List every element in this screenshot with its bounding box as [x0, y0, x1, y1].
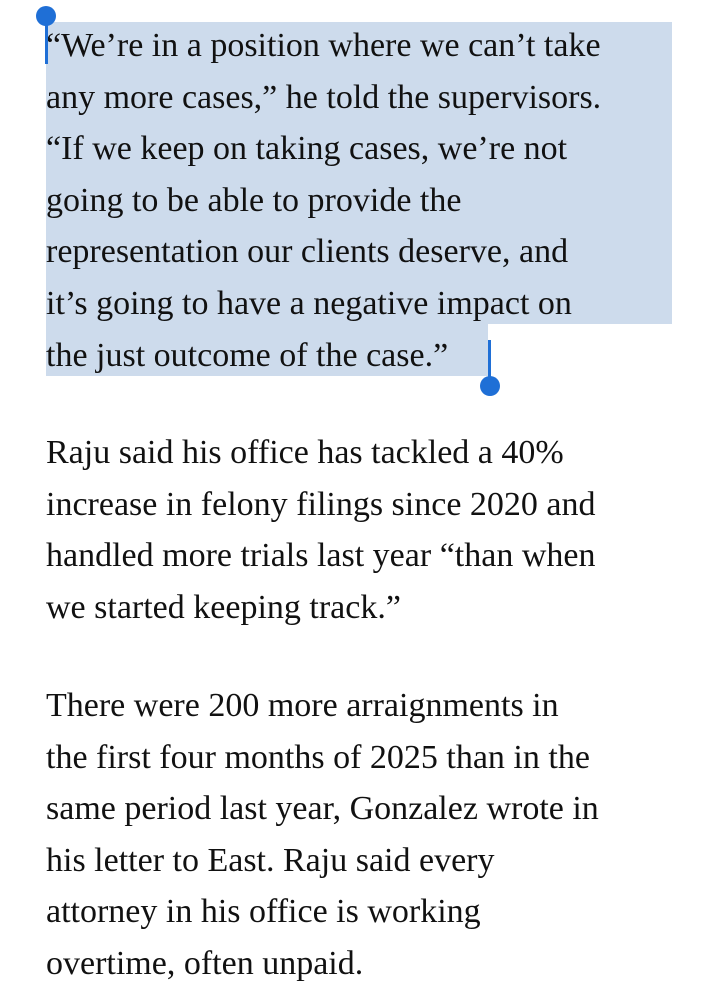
paragraph-line: his letter to East. Raju said every	[46, 842, 495, 879]
paragraph-line: Raju said his office has tackled a 40%	[46, 434, 564, 471]
paragraph-line: representation our clients deserve, and	[46, 233, 569, 270]
paragraph-line: “If we keep on taking cases, we’re not	[46, 130, 568, 167]
paragraph-line: attorney in his office is working	[46, 893, 481, 930]
paragraph-line: handled more trials last year “than when	[46, 537, 596, 574]
paragraph-line: we started keeping track.”	[46, 589, 401, 626]
paragraph-line: it’s going to have a negative impact on	[46, 285, 572, 322]
paragraph-line: There were 200 more arraignments in	[46, 687, 559, 724]
paragraph-line: increase in felony filings since 2020 an…	[46, 486, 596, 523]
paragraph-line: “We’re in a position where we can’t take	[46, 27, 601, 64]
paragraph-line: overtime, often unpaid.	[46, 945, 364, 982]
paragraph-line: the first four months of 2025 than in th…	[46, 739, 590, 776]
paragraph-line: same period last year, Gonzalez wrote in	[46, 790, 599, 827]
paragraph-line: going to be able to provide the	[46, 182, 462, 219]
paragraph-line: any more cases,” he told the supervisors…	[46, 79, 602, 116]
paragraph-line: the just outcome of the case.”	[46, 337, 449, 374]
